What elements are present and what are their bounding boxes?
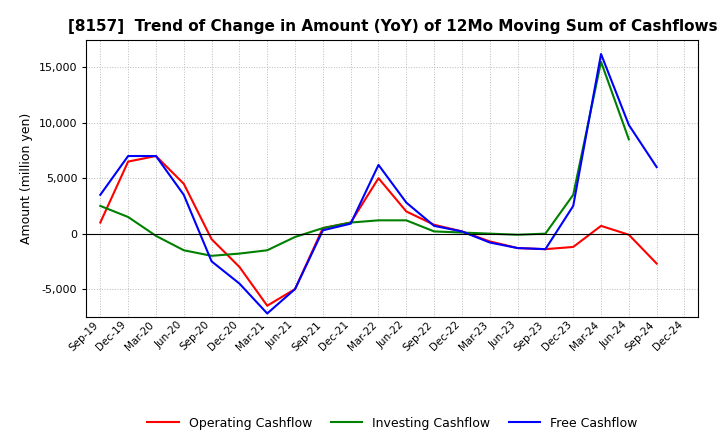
Operating Cashflow <box>263 303 271 308</box>
Operating Cashflow <box>291 286 300 292</box>
Line: Investing Cashflow: Investing Cashflow <box>100 62 629 256</box>
Investing Cashflow <box>96 203 104 209</box>
Operating Cashflow <box>207 237 216 242</box>
Investing Cashflow <box>374 218 383 223</box>
Investing Cashflow <box>179 248 188 253</box>
Investing Cashflow <box>624 137 633 142</box>
Free Cashflow <box>513 246 522 251</box>
Operating Cashflow <box>318 225 327 231</box>
Free Cashflow <box>430 223 438 228</box>
Operating Cashflow <box>374 176 383 181</box>
Operating Cashflow <box>597 223 606 228</box>
Free Cashflow <box>458 229 467 234</box>
Free Cashflow <box>569 203 577 209</box>
Free Cashflow <box>318 227 327 233</box>
Free Cashflow <box>624 122 633 128</box>
Free Cashflow <box>124 154 132 159</box>
Operating Cashflow <box>458 229 467 234</box>
Free Cashflow <box>374 162 383 168</box>
Investing Cashflow <box>402 218 410 223</box>
Operating Cashflow <box>513 246 522 251</box>
Investing Cashflow <box>152 233 161 238</box>
Operating Cashflow <box>485 239 494 244</box>
Investing Cashflow <box>430 229 438 234</box>
Operating Cashflow <box>624 232 633 238</box>
Line: Free Cashflow: Free Cashflow <box>100 54 657 313</box>
Operating Cashflow <box>541 246 550 252</box>
Investing Cashflow <box>291 235 300 240</box>
Y-axis label: Amount (million yen): Amount (million yen) <box>20 113 33 244</box>
Investing Cashflow <box>124 214 132 220</box>
Free Cashflow <box>235 281 243 286</box>
Legend: Operating Cashflow, Investing Cashflow, Free Cashflow: Operating Cashflow, Investing Cashflow, … <box>143 412 642 435</box>
Free Cashflow <box>346 221 355 226</box>
Operating Cashflow <box>235 264 243 270</box>
Free Cashflow <box>291 286 300 292</box>
Free Cashflow <box>179 192 188 198</box>
Free Cashflow <box>597 51 606 57</box>
Free Cashflow <box>152 154 161 159</box>
Investing Cashflow <box>513 232 522 238</box>
Investing Cashflow <box>207 253 216 258</box>
Title: [8157]  Trend of Change in Amount (YoY) of 12Mo Moving Sum of Cashflows: [8157] Trend of Change in Amount (YoY) o… <box>68 19 717 34</box>
Investing Cashflow <box>346 220 355 225</box>
Investing Cashflow <box>597 59 606 64</box>
Free Cashflow <box>652 165 661 170</box>
Investing Cashflow <box>485 231 494 236</box>
Operating Cashflow <box>96 220 104 225</box>
Operating Cashflow <box>152 154 161 159</box>
Operating Cashflow <box>402 209 410 214</box>
Operating Cashflow <box>124 159 132 164</box>
Investing Cashflow <box>263 248 271 253</box>
Free Cashflow <box>207 259 216 264</box>
Investing Cashflow <box>318 225 327 231</box>
Free Cashflow <box>96 192 104 198</box>
Operating Cashflow <box>179 181 188 187</box>
Free Cashflow <box>541 246 550 252</box>
Operating Cashflow <box>346 220 355 225</box>
Investing Cashflow <box>541 231 550 236</box>
Investing Cashflow <box>458 230 467 235</box>
Free Cashflow <box>485 240 494 245</box>
Line: Operating Cashflow: Operating Cashflow <box>100 156 657 306</box>
Operating Cashflow <box>430 222 438 227</box>
Free Cashflow <box>263 311 271 316</box>
Operating Cashflow <box>569 244 577 249</box>
Operating Cashflow <box>652 261 661 266</box>
Investing Cashflow <box>235 251 243 256</box>
Investing Cashflow <box>569 192 577 198</box>
Free Cashflow <box>402 200 410 205</box>
